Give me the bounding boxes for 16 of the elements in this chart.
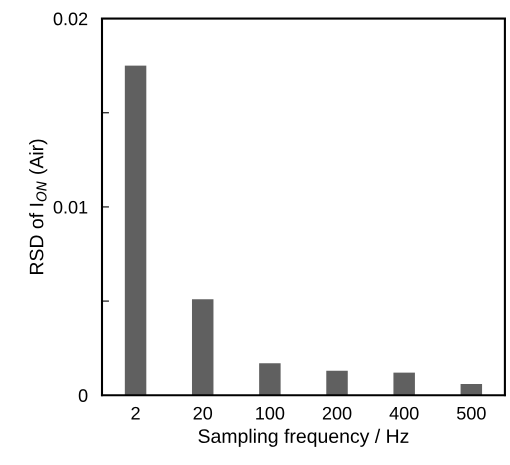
x-tick-label: 20: [194, 406, 212, 420]
x-tick-label: 100: [256, 406, 284, 420]
bar: [259, 363, 281, 396]
y-tick-label: 0.01: [54, 200, 88, 214]
bar: [124, 66, 146, 396]
x-tick-label: 2: [131, 406, 140, 420]
bar: [192, 299, 214, 396]
x-axis-title: Sampling frequency / Hz: [198, 428, 408, 447]
y-tick-label: 0.02: [54, 12, 88, 26]
bar: [393, 372, 415, 396]
y-tick-label: 0: [78, 389, 88, 402]
y-axis-title: RSD of I$_{ON}$ (Air): [29, 140, 48, 274]
x-tick-label: 400: [390, 406, 419, 420]
x-tick-label: 500: [456, 406, 486, 420]
bar: [326, 370, 348, 396]
x-tick-label: 200: [322, 406, 352, 420]
